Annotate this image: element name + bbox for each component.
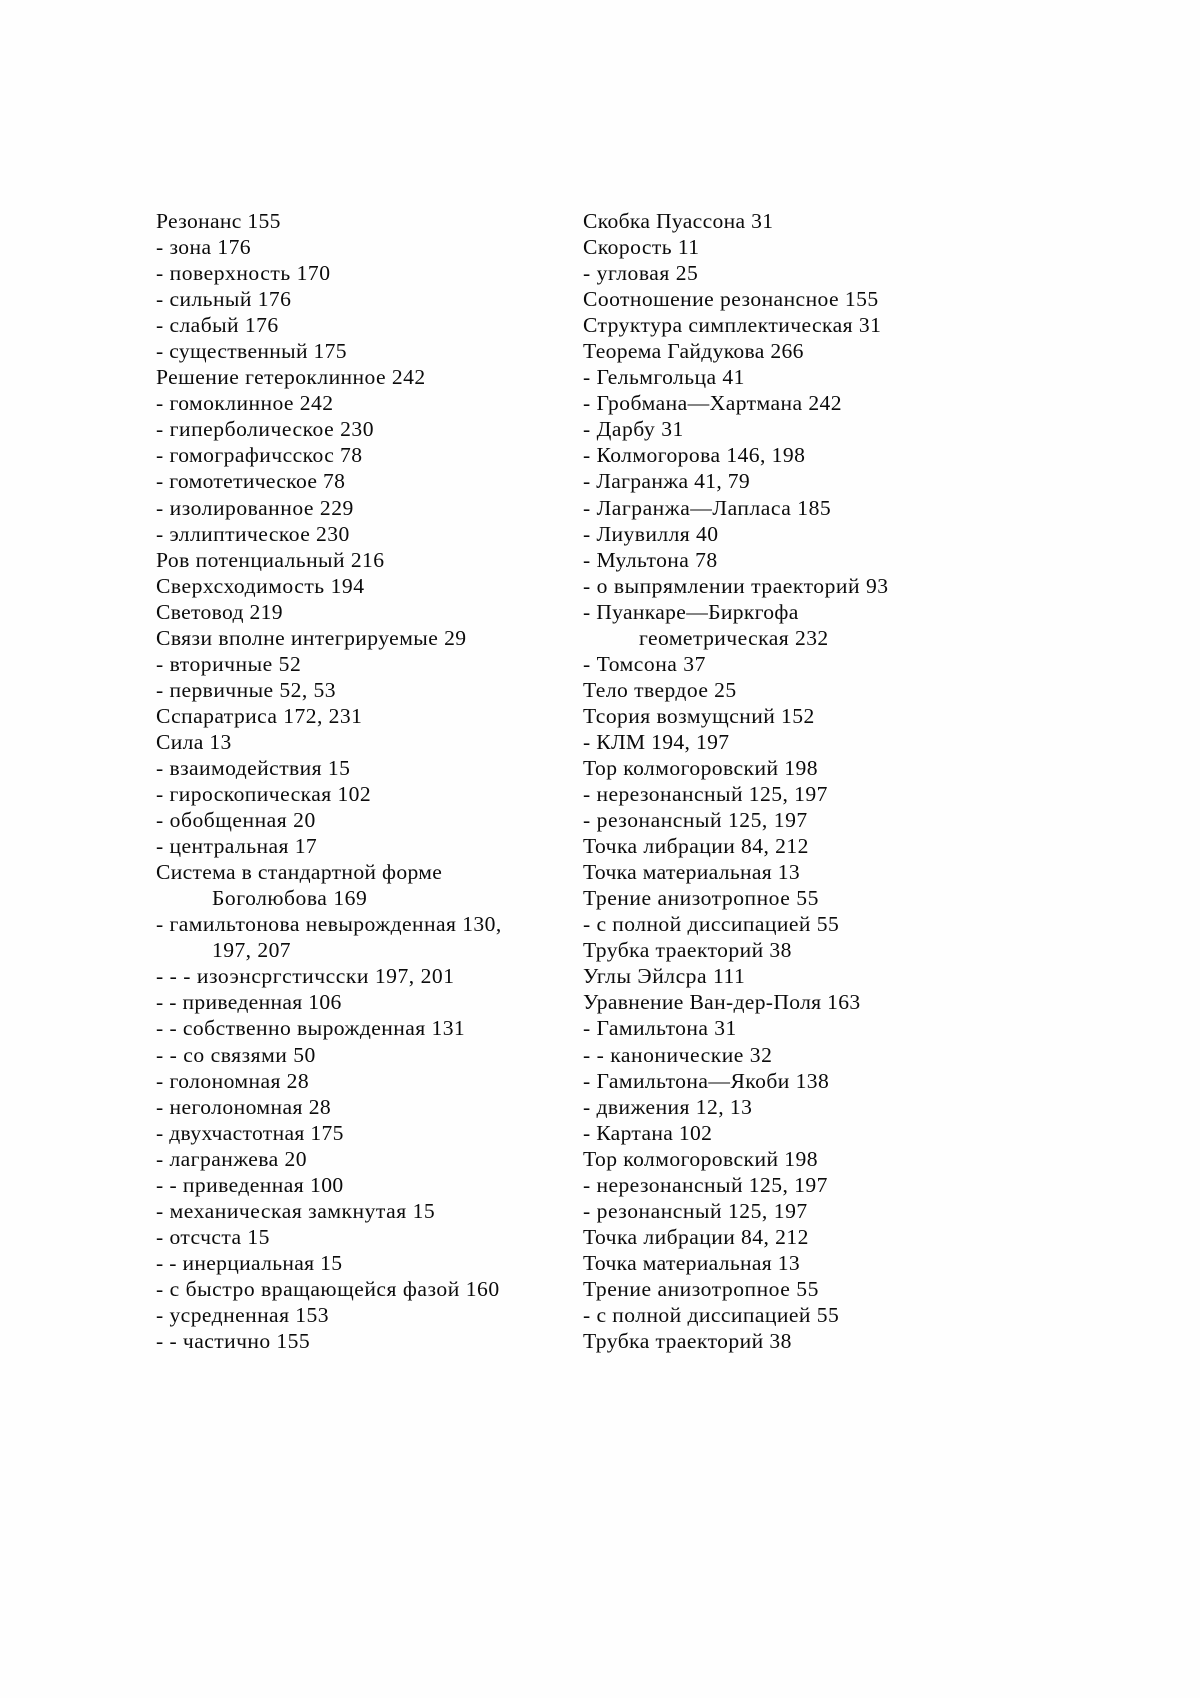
index-entry: Трубка траекторий 38 [583, 1329, 792, 1354]
index-entry: - гиперболическое 230 [156, 417, 375, 442]
index-entry: - нерезонансный 125, 197 [583, 782, 828, 807]
index-entry: - поверхность 170 [156, 261, 331, 286]
index-entry: Тор колмогоровский 198 [583, 755, 818, 780]
index-entry: - - со связями 50 [156, 1042, 316, 1067]
index-entry: - Лагранжа 41, 79 [583, 469, 751, 494]
index-entry: Тсория возмущсний 152 [583, 703, 815, 728]
index-entry: - гомотетическое 78 [156, 469, 346, 494]
index-entry: - угловая 25 [583, 261, 699, 286]
index-entry: Углы Эйлсра 111 [583, 964, 746, 989]
index-entry: Трение анизотропное 55 [583, 886, 819, 911]
index-entry: - гамильтонова невырожденная 130, [156, 912, 502, 937]
index-entry: - - инерциальная 15 [156, 1250, 343, 1275]
index-entry: - Гробмана—Хартмана 242 [583, 391, 843, 416]
index-entry: Тор колмогоровский 198 [583, 1146, 818, 1171]
index-entry: - Колмогорова 146, 198 [583, 443, 806, 468]
index-entry: - Гамильтона 31 [583, 1016, 737, 1041]
index-entry: геометрическая 232 [639, 625, 829, 650]
index-entry: - - канонические 32 [583, 1042, 773, 1067]
index-entry: - - - изоэнсргстичсски 197, 201 [156, 964, 455, 989]
index-column-right: Скобка Пуассона 31 Скорость 11- угловая 2… [583, 208, 1003, 1354]
index-entry: 197, 207 [212, 938, 292, 963]
index-entry: Скорость 11 [583, 235, 700, 260]
index-entry: - усредненная 153 [156, 1302, 329, 1327]
index-entry: - двухчастотная 175 [156, 1120, 344, 1145]
index-entry: - Мультона 78 [583, 547, 718, 572]
index-entry: Точка материальная 13 [583, 860, 800, 885]
index-entry: - эллиптическое 230 [156, 521, 350, 546]
index-entry: Структура симплектическая 31 [583, 313, 882, 338]
index-entry: - Дарбу 31 [583, 417, 684, 442]
index-entry: - лагранжева 20 [156, 1146, 307, 1171]
index-entry: - неголономная 28 [156, 1094, 332, 1119]
index-entry: Сила 13 [156, 729, 232, 754]
index-entry: Тело твердое 25 [583, 677, 737, 702]
index-entry: - Гамильтона—Якоби 138 [583, 1068, 830, 1093]
index-entry: - взаимодействия 15 [156, 755, 351, 780]
index-entry: Трение анизотропное 55 [583, 1276, 819, 1301]
index-entry: - гомографичсскос 78 [156, 443, 363, 468]
index-entry: - голономная 28 [156, 1068, 310, 1093]
index-entry: - движения 12, 13 [583, 1094, 753, 1119]
index-entry: - с быстро вращающейся фазой 160 [156, 1276, 500, 1301]
index-column-left: Резонанс 155- зона 176- поверхность 170-… [156, 208, 556, 1354]
index-entry: Соотношение резонансное 155 [583, 287, 879, 312]
index-entry: - Гельмгольца 41 [583, 365, 745, 390]
index-entry: - - частично 155 [156, 1329, 311, 1354]
index-entry: Уравнение Ван-дер-Поля 163 [583, 990, 861, 1015]
index-entry: Сспаратриса 172, 231 [156, 703, 363, 728]
index-entry: - нерезонансный 125, 197 [583, 1172, 828, 1197]
index-entry: Трубка траекторий 38 [583, 938, 792, 963]
index-entry: - о выпрямлении траекторий 93 [583, 573, 889, 598]
index-entry: - Томсона 37 [583, 651, 706, 676]
index-entry: Точка либрации 84, 212 [583, 834, 809, 859]
index-entry: Точка материальная 13 [583, 1250, 800, 1275]
index-entry: Точка либрации 84, 212 [583, 1224, 809, 1249]
index-entry: - существенный 175 [156, 339, 347, 364]
index-entry: Связи вполне интегрируемые 29 [156, 625, 467, 650]
index-entry: - Лиувилля 40 [583, 521, 719, 546]
index-entry: - Картана 102 [583, 1120, 713, 1145]
index-entry: Ров потенциальный 216 [156, 547, 385, 572]
index-entry: - сильный 176 [156, 287, 292, 312]
index-entry: - механическая замкнутая 15 [156, 1198, 436, 1223]
index-entry: - центральная 17 [156, 834, 318, 859]
index-entry: - Лагранжа—Лапласа 185 [583, 495, 832, 520]
index-entry: - резонансный 125, 197 [583, 1198, 808, 1223]
index-entry: - Пуанкаре—Биркгофа [583, 599, 799, 624]
index-entry: Система в стандартной форме [156, 860, 443, 885]
index-entry: Решение гетероклинное 242 [156, 365, 426, 390]
index-entry: Скобка Пуассона 31 [583, 209, 774, 233]
index-entry: - гироскопическая 102 [156, 782, 372, 807]
index-entry: - КЛМ 194, 197 [583, 729, 730, 754]
index-entry: Резонанс 155 [156, 209, 281, 233]
index-entry: - вторичные 52 [156, 651, 302, 676]
index-entry: - - приведенная 100 [156, 1172, 344, 1197]
index-entry: - с полной диссипацией 55 [583, 912, 840, 937]
index-entry: - резонансный 125, 197 [583, 808, 808, 833]
index-entry: - обобщенная 20 [156, 808, 316, 833]
index-entry: - слабый 176 [156, 313, 279, 338]
index-entry: - первичные 52, 53 [156, 677, 336, 702]
index-entry: - изолированное 229 [156, 495, 354, 520]
index-entry: Боголюбова 169 [212, 886, 368, 911]
index-entry: - с полной диссипацией 55 [583, 1302, 840, 1327]
index-entry: Сверхсходимость 194 [156, 573, 365, 598]
index-entry: - - приведенная 106 [156, 990, 342, 1015]
index-entry: - - собственно вырожденная 131 [156, 1016, 466, 1041]
index-entry: Теорема Гайдукова 266 [583, 339, 804, 364]
index-entry: Световод 219 [156, 599, 283, 624]
index-entry: - гомоклинное 242 [156, 391, 334, 416]
index-entry: - зона 176 [156, 235, 252, 260]
index-entry: - отсчста 15 [156, 1224, 270, 1249]
